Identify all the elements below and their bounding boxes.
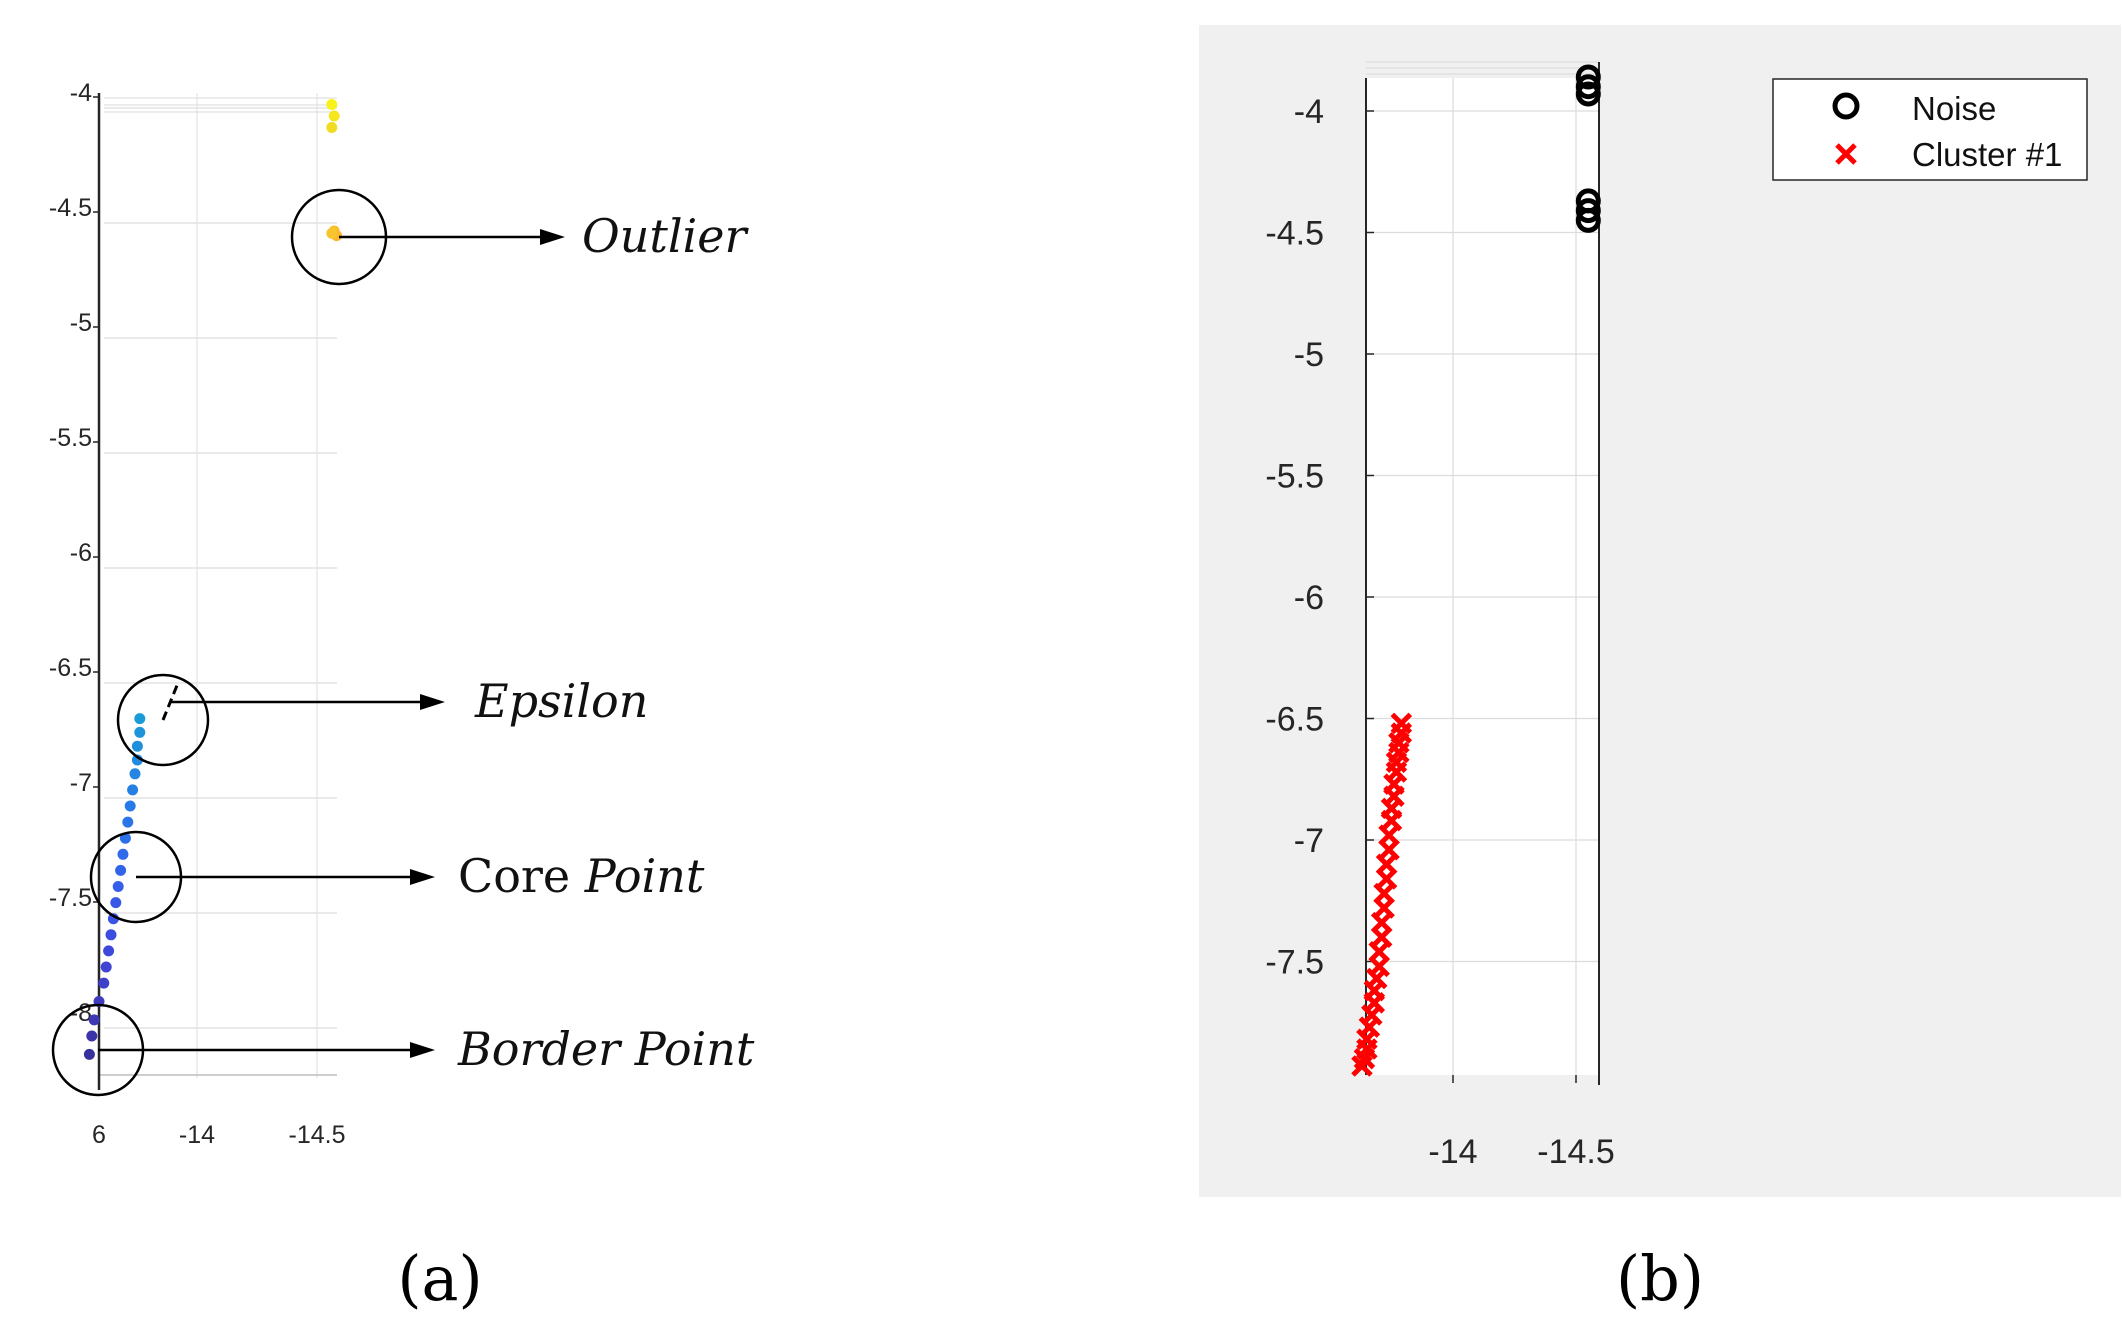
- x-tick-label: -14.5: [289, 1121, 346, 1149]
- panel-a-chart: -4-4.5-5-5.5-6-6.5-7-7.5-86 -14 -14.5: [49, 79, 346, 1149]
- data-point: [98, 977, 110, 989]
- data-point: [131, 740, 143, 752]
- panel-b-chart: -4 -4.5 -5 -5.5 -6 -6.5 -7 -7.5 -14 -14.5: [1265, 61, 1615, 1171]
- data-point: [112, 881, 124, 892]
- cluster-marker: [1351, 1055, 1373, 1077]
- data-point: [326, 227, 338, 239]
- point-label: Point: [584, 849, 705, 903]
- data-point: [119, 832, 131, 844]
- noise-marker: [1575, 64, 1601, 90]
- cluster-marker-stroke: [1380, 809, 1403, 832]
- border-point-arrowhead: [410, 1042, 435, 1058]
- data-point: [117, 848, 129, 860]
- data-point: [107, 913, 119, 925]
- y-tick-label: -7: [70, 769, 92, 797]
- y-tick-label: -5.5: [49, 424, 92, 452]
- x-tick-label: -14: [1428, 1133, 1477, 1171]
- x-tick-label: 6: [92, 1121, 106, 1149]
- y-tick-label: -4: [1294, 93, 1324, 131]
- cluster-marker-stroke: [1373, 897, 1395, 919]
- y-tick-label: -6: [1294, 579, 1324, 617]
- data-point: [122, 816, 134, 828]
- data-point: [326, 122, 338, 133]
- y-tick-label: -5: [1294, 336, 1324, 374]
- epsilon-circle: [116, 673, 210, 767]
- y-tick-label: -6: [70, 539, 92, 567]
- data-point: [129, 768, 141, 780]
- data-point: [86, 1030, 98, 1042]
- noise-marker: [1575, 81, 1601, 107]
- outlier-label: Outlier: [582, 209, 749, 263]
- legend-box: [1772, 78, 2088, 181]
- data-point: [131, 754, 143, 766]
- data-point: [127, 784, 139, 796]
- y-tick-label: -6.5: [49, 654, 92, 682]
- panel-label-b: (b): [1616, 1242, 1704, 1315]
- legend-noise-marker: [1832, 92, 1860, 120]
- panel-label-a: (a): [397, 1242, 482, 1315]
- cluster-marker-stroke: [1370, 926, 1393, 948]
- data-point: [328, 110, 340, 122]
- x-tick-label: -14.5: [1537, 1133, 1615, 1171]
- data-point: [124, 800, 136, 812]
- y-tick-label: -4.5: [49, 194, 92, 222]
- epsilon-arrowhead: [420, 694, 445, 710]
- core-point-label: Core Point: [458, 849, 705, 903]
- data-point: [110, 897, 122, 909]
- y-tick-label: -5.5: [1265, 458, 1324, 496]
- y-tick-label: -6.5: [1265, 701, 1324, 739]
- data-point: [83, 1048, 95, 1060]
- data-point: [134, 726, 146, 738]
- data-point: [105, 929, 117, 941]
- plot-area: [1366, 78, 1599, 1075]
- cluster-marker-stroke: [1375, 868, 1398, 890]
- core-point-arrowhead: [410, 869, 435, 885]
- cluster-marker-stroke: [1378, 838, 1400, 861]
- legend-noise-label: Noise: [1912, 90, 1996, 127]
- noise-marker: [1575, 198, 1601, 224]
- annotations: Outlier Epsilon Core Point Border Point: [51, 188, 755, 1097]
- outlier-arrowhead: [540, 229, 565, 245]
- epsilon-label: Epsilon: [474, 674, 648, 728]
- legend-cluster-marker: [1835, 143, 1857, 165]
- noise-marker: [1575, 207, 1601, 233]
- x-tick-label: -14: [179, 1121, 215, 1149]
- data-point: [103, 945, 115, 957]
- y-tick-label: -4.5: [1265, 215, 1324, 253]
- y-tick-label: -5: [70, 309, 92, 337]
- y-tick-label: -7: [1294, 822, 1324, 860]
- y-tick-label: -7.5: [1265, 944, 1324, 982]
- border-point-label: Border Point: [457, 1022, 755, 1076]
- data-point: [134, 713, 146, 725]
- legend: Noise Cluster #1: [1772, 78, 2088, 181]
- data-point: [326, 99, 338, 110]
- panel-b-background: [1199, 25, 2121, 1197]
- data-point: [88, 1014, 100, 1026]
- legend-cluster-label: Cluster #1: [1912, 136, 2062, 173]
- y-tick-label: -7.5: [49, 884, 92, 912]
- y-tick-label: -4: [70, 79, 92, 107]
- core-label: Core: [458, 849, 570, 903]
- data-point: [115, 864, 127, 876]
- data-point: [100, 961, 112, 973]
- cluster-marker-stroke: [1351, 1055, 1373, 1077]
